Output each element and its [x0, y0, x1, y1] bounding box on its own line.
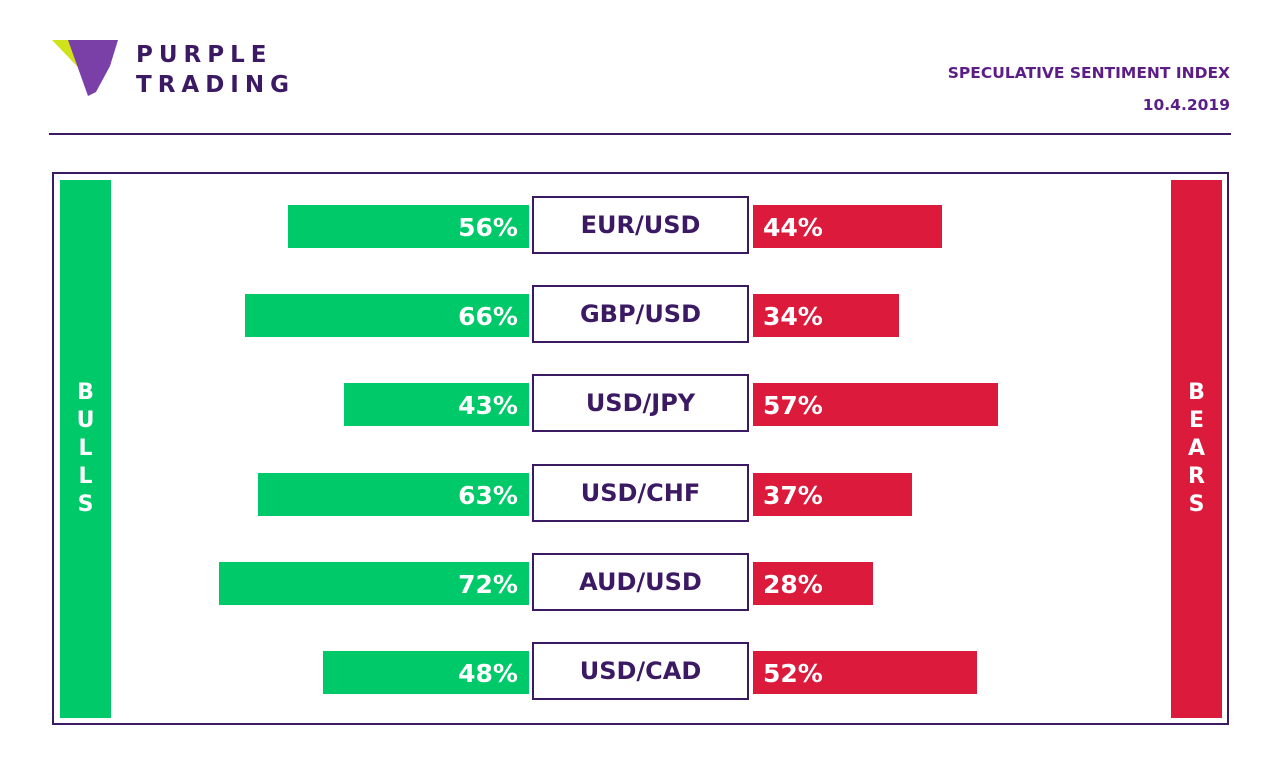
side-label-letter: E	[1188, 408, 1205, 433]
bull-value-label: 72%	[458, 570, 518, 599]
currency-pair-label: USD/CAD	[532, 642, 749, 700]
logo-text-line2: TRADING	[136, 72, 295, 98]
side-label-letter: L	[78, 436, 93, 461]
bear-value-label: 57%	[763, 391, 823, 420]
bull-value-label: 56%	[458, 213, 518, 242]
side-label-letter: S	[1188, 492, 1205, 517]
currency-pair-label: USD/JPY	[532, 374, 749, 432]
side-label-letter: B	[77, 380, 94, 405]
bull-bar: 56%	[288, 205, 529, 248]
bull-bar: 66%	[245, 294, 529, 337]
bear-bar: 28%	[753, 562, 874, 605]
bear-bar: 34%	[753, 294, 900, 337]
bear-bar: 52%	[753, 651, 977, 694]
currency-pair-label: USD/CHF	[532, 464, 749, 522]
currency-pair-label: EUR/USD	[532, 196, 749, 254]
bull-bar: 48%	[322, 651, 529, 694]
bear-value-label: 52%	[763, 659, 823, 688]
bear-bar: 57%	[753, 383, 999, 426]
bear-bar: 44%	[753, 205, 943, 248]
side-label-letter: L	[78, 464, 93, 489]
purple-trading-logo-icon	[52, 40, 118, 96]
side-label-letter: R	[1188, 464, 1205, 489]
bear-bar: 37%	[753, 473, 913, 516]
bull-value-label: 63%	[458, 481, 518, 510]
bull-value-label: 66%	[458, 302, 518, 331]
currency-pair-label: AUD/USD	[532, 553, 749, 611]
bull-bar: 43%	[344, 383, 529, 426]
bear-value-label: 44%	[763, 213, 823, 242]
currency-pair-label: GBP/USD	[532, 285, 749, 343]
side-label-letter: A	[1187, 436, 1206, 461]
bull-bar: 63%	[258, 473, 529, 516]
chart-frame	[52, 172, 1229, 725]
side-label-letter: U	[76, 408, 95, 433]
page-title: SPECULATIVE SENTIMENT INDEX	[947, 64, 1230, 82]
header-divider	[49, 133, 1231, 135]
bull-bar: 72%	[219, 562, 529, 605]
header-info: SPECULATIVE SENTIMENT INDEX 10.4.2019	[948, 57, 1230, 121]
logo-text-line1: PURPLE	[136, 42, 273, 68]
report-date: 10.4.2019	[1142, 96, 1230, 114]
bear-value-label: 28%	[763, 570, 823, 599]
side-label-letter: B	[1188, 380, 1205, 405]
bull-value-label: 48%	[458, 659, 518, 688]
side-label-letter: S	[77, 492, 94, 517]
bear-value-label: 34%	[763, 302, 823, 331]
bull-value-label: 43%	[458, 391, 518, 420]
bear-value-label: 37%	[763, 481, 823, 510]
